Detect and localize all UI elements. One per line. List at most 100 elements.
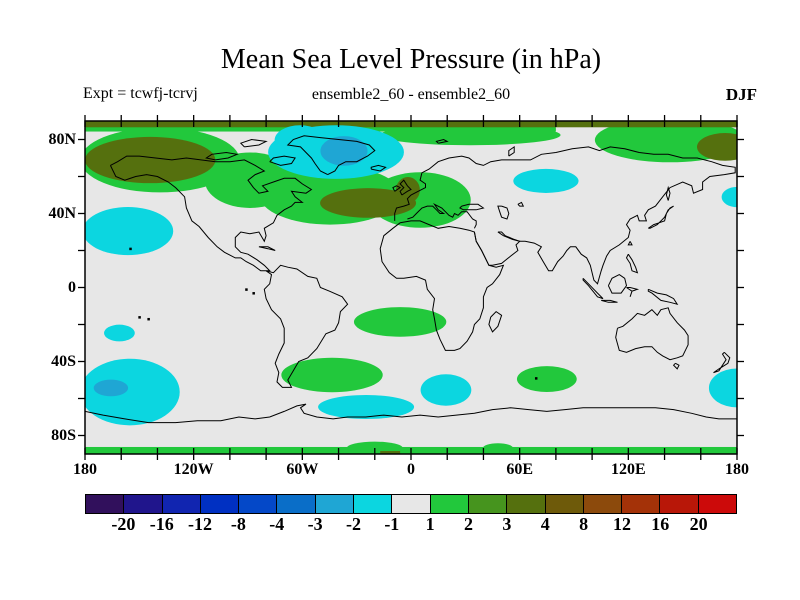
- anomaly-region-south-atlantic-polar-low: [318, 394, 415, 420]
- anomaly-region-south-pacific-large-low: [85, 358, 180, 426]
- world-contour-map: [78, 115, 744, 460]
- coastline: [392, 185, 402, 192]
- colorbar-segment-1: [124, 495, 163, 513]
- colorbar-label--20: -20: [111, 514, 136, 534]
- anomaly-region-greenland-low: [274, 125, 326, 155]
- anomaly-region-british-isles-core: [395, 177, 420, 203]
- colorbar-label--3: -3: [307, 514, 323, 534]
- coastline: [258, 246, 276, 251]
- coastline: [497, 205, 510, 220]
- coastline: [85, 403, 737, 424]
- colorbar-segment-14: [622, 495, 661, 513]
- coastline: [407, 202, 477, 229]
- colorbar-segment-7: [354, 495, 393, 513]
- experiment-label: Expt = tcwfj-tcrvj: [83, 85, 198, 102]
- anomaly-region-east-siberia-core: [696, 133, 737, 161]
- colorbar-segment-9: [430, 495, 469, 513]
- anomaly-region-arctic-top-band: [379, 124, 561, 146]
- colorbar-segment-10: [468, 495, 508, 513]
- anomaly-region-south-of-south-america: [281, 357, 383, 393]
- colorbar-label--8: -8: [230, 514, 246, 534]
- x-axis-label-120W-1: 120W: [173, 461, 214, 478]
- y-axis-label-80S: 80S: [51, 426, 76, 444]
- anomaly-region-southwest-pacific-edge-low: [708, 368, 737, 408]
- coastline: [488, 310, 503, 333]
- coastline: [672, 362, 680, 370]
- coastline: [713, 351, 731, 374]
- island-speck: [129, 247, 132, 251]
- colorbar-segment-4: [239, 495, 278, 513]
- coastline: [435, 138, 449, 144]
- x-axis-label-60W-2: 60W: [286, 461, 319, 478]
- x-axis-label-180-6: 180: [725, 461, 749, 478]
- colorbar-label-12: 12: [612, 514, 631, 534]
- coastline: [648, 205, 674, 229]
- anomaly-region-kerguelen-indian-ocean: [516, 366, 577, 393]
- colorbar-label-4: 4: [540, 514, 550, 534]
- coastline: [269, 155, 296, 166]
- anomaly-region-south-atlantic-polar-low: [420, 374, 472, 406]
- coastline: [615, 307, 689, 361]
- coastline: [205, 151, 239, 161]
- coastline: [665, 185, 671, 201]
- x-axis-label-180-0: 180: [73, 461, 97, 478]
- coastline: [627, 241, 633, 246]
- anomaly-region-antarctic-band-dash: [380, 451, 401, 454]
- colorbar-label-20: 20: [689, 514, 708, 534]
- coastline: [379, 220, 505, 351]
- coastline: [582, 277, 604, 300]
- colorbar-segment-15: [660, 495, 699, 513]
- island-speck: [245, 288, 248, 291]
- anomaly-region-north-atlantic-core: [320, 188, 417, 218]
- colorbar-segment-16: [698, 495, 737, 513]
- colorbar: [85, 494, 737, 514]
- y-axis-label-40S: 40S: [51, 352, 76, 370]
- coastline: [109, 155, 313, 272]
- y-axis-label-40N: 40N: [48, 204, 76, 222]
- plot-title: Mean Sea Level Pressure (in hPa): [220, 44, 602, 75]
- colorbar-label-16: 16: [651, 514, 670, 534]
- coastline: [647, 288, 679, 306]
- colorbar-segment-8: [392, 495, 431, 513]
- anomaly-region-antarctic-coastal-band: [482, 443, 514, 454]
- coastline: [601, 299, 618, 303]
- colorbar-label--1: -1: [384, 514, 400, 534]
- colorbar-label-8: 8: [579, 514, 589, 534]
- colorbar-segment-5: [277, 495, 316, 513]
- anomaly-region-west-siberia-low: [513, 168, 579, 193]
- coastline: [607, 274, 628, 294]
- colorbar-segment-0: [86, 495, 125, 513]
- colorbar-segment-11: [507, 495, 546, 513]
- island-speck: [252, 292, 255, 295]
- x-axis-label-60E-4: 60E: [506, 461, 533, 478]
- coastline: [370, 164, 387, 172]
- coastline: [263, 264, 349, 388]
- coastline: [508, 145, 515, 157]
- anomaly-region-alaska-yukon-core: [85, 136, 216, 184]
- x-axis-label-120E-5: 120E: [610, 461, 646, 478]
- colorbar-label--4: -4: [269, 514, 285, 534]
- coastline: [517, 201, 525, 207]
- x-axis-label-0-3: 0: [407, 461, 415, 478]
- anomaly-region-south-pacific-low-core: [93, 379, 129, 397]
- colorbar-segment-13: [583, 495, 623, 513]
- field-difference-label: ensemble2_60 - ensemble2_60: [311, 86, 511, 103]
- coastline: [625, 253, 639, 274]
- colorbar-label-3: 3: [502, 514, 512, 534]
- colorbar-segment-6: [315, 495, 355, 513]
- coastline: [626, 287, 640, 297]
- colorbar-label--16: -16: [149, 514, 174, 534]
- map-interior: [85, 121, 737, 454]
- colorbar-label-2: 2: [464, 514, 474, 534]
- season-label: DJF: [725, 85, 757, 104]
- island-speck: [147, 317, 150, 321]
- island-speck: [534, 377, 538, 380]
- anomaly-region-antarctic-coastal-band: [346, 441, 403, 454]
- coastline: [286, 135, 376, 176]
- anomaly-region-south-pacific-small-low: [104, 324, 135, 342]
- anomaly-region-north-pacific-low: [85, 207, 174, 256]
- colorbar-label--2: -2: [345, 514, 361, 534]
- colorbar-segment-3: [200, 495, 240, 513]
- coastline: [394, 146, 736, 285]
